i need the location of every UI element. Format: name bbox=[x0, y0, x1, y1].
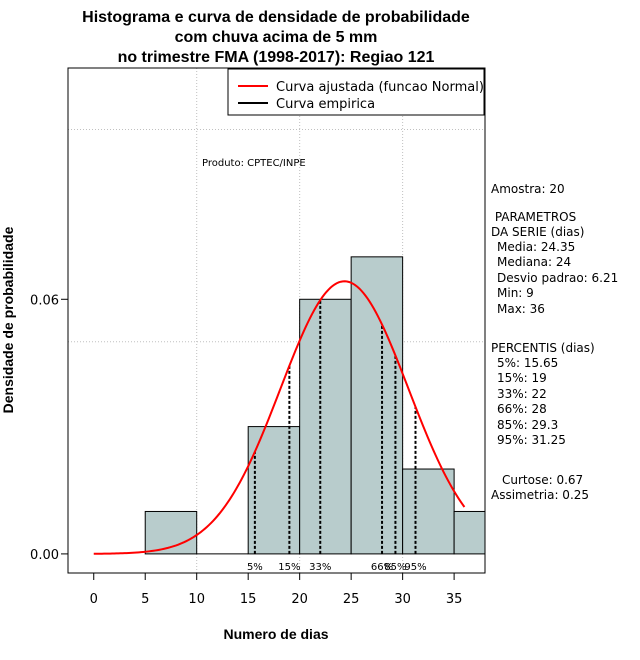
percentil-item: 85%: 29.3 bbox=[497, 417, 559, 432]
percentile-label: 5% bbox=[247, 562, 263, 573]
axes: 0 5 10 15 20 25 30 35 0.00 0.06 bbox=[30, 67, 486, 607]
legend-label: Curva ajustada (funcao Normal) bbox=[276, 80, 484, 95]
x-tick-label: 10 bbox=[188, 592, 205, 607]
x-tick-label: 5 bbox=[141, 592, 149, 607]
parametros-subtitle: DA SERIE (dias) bbox=[491, 225, 585, 239]
sample-size: Amostra: 20 bbox=[491, 182, 565, 196]
parametro-item: Min: 9 bbox=[497, 286, 534, 301]
x-tick-label: 35 bbox=[446, 592, 463, 607]
parametro-item: Desvio padrao: 6.21 bbox=[497, 270, 619, 285]
legend-box bbox=[227, 68, 485, 116]
histogram-bar bbox=[247, 426, 301, 555]
parametro-item: Max: 36 bbox=[497, 301, 545, 316]
percentil-item: 95%: 31.25 bbox=[497, 433, 566, 447]
y-tick-label: 0.06 bbox=[30, 293, 59, 308]
x-tick-label: 30 bbox=[394, 592, 411, 607]
percentil-item: 15%: 19 bbox=[497, 371, 547, 386]
percentile-label: 95% bbox=[404, 562, 426, 573]
x-tick-label: 0 bbox=[90, 592, 98, 607]
parametro-item: Media: 24.35 bbox=[497, 240, 576, 254]
percentile-label: 85% bbox=[384, 562, 406, 573]
legend: Curva ajustada (funcao Normal) Curva empi… bbox=[227, 68, 485, 116]
curtose-value: Curtose: 0.67 bbox=[502, 473, 584, 487]
chart-title-line: no trimestre FMA (1998-2017): Regiao 121 bbox=[118, 49, 435, 66]
percentile-label: 66% bbox=[371, 562, 393, 573]
parametro-item: Mediana: 24 bbox=[497, 255, 572, 270]
fitted-normal-curve bbox=[93, 280, 466, 555]
parametros-title: PARAMETROS bbox=[491, 210, 577, 224]
x-axis-label: Numero de dias bbox=[223, 626, 328, 642]
histogram-bar bbox=[299, 298, 352, 555]
x-tick-label: 15 bbox=[240, 592, 257, 607]
chart-title: Histograma e curva de densidade de proba… bbox=[82, 9, 470, 66]
percentis-title: PERCENTIS (dias) bbox=[491, 341, 595, 355]
histogram-bar bbox=[350, 256, 404, 555]
x-tick-label: 25 bbox=[343, 592, 360, 607]
percentile-lines: 5% 15% 33% 66%85%95% bbox=[247, 300, 427, 573]
percentil-item: 5%: 15.65 bbox=[497, 356, 559, 370]
histogram-bars bbox=[144, 256, 486, 555]
plot-frame bbox=[67, 67, 486, 574]
x-tick-label: 20 bbox=[291, 592, 308, 607]
chart-title-line: com chuva acima de 5 mm bbox=[175, 29, 378, 46]
percentile-label: 33% bbox=[309, 562, 331, 573]
histogram-bar bbox=[453, 510, 486, 555]
chart-title-line: Histograma e curva de densidade de proba… bbox=[82, 9, 470, 26]
percentil-item: 66%: 28 bbox=[497, 402, 547, 417]
histogram-bar bbox=[402, 468, 455, 555]
y-axis-label: Densidade de probabilidade bbox=[0, 226, 16, 413]
assimetria-value: Assimetria: 0.25 bbox=[491, 488, 590, 502]
percentil-item: 33%: 22 bbox=[497, 386, 547, 401]
product-annotation: Produto: CPTEC/INPE bbox=[202, 158, 306, 169]
legend-label: Curva empirica bbox=[276, 97, 375, 112]
y-tick-label: 0.00 bbox=[30, 548, 59, 563]
percentile-label: 15% bbox=[278, 562, 300, 573]
fitted-curve-path bbox=[93, 280, 466, 555]
